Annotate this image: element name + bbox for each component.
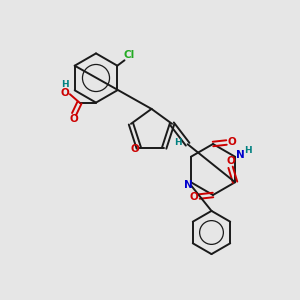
- Text: O: O: [60, 88, 69, 98]
- Text: O: O: [227, 137, 236, 147]
- Text: O: O: [131, 144, 140, 154]
- Text: O: O: [190, 192, 199, 202]
- Text: H: H: [61, 80, 68, 89]
- Text: O: O: [226, 156, 235, 166]
- Text: N: N: [236, 150, 245, 160]
- Text: O: O: [70, 114, 79, 124]
- Text: H: H: [244, 146, 251, 155]
- Text: Cl: Cl: [124, 50, 135, 60]
- Text: H: H: [174, 138, 182, 147]
- Text: N: N: [184, 180, 192, 190]
